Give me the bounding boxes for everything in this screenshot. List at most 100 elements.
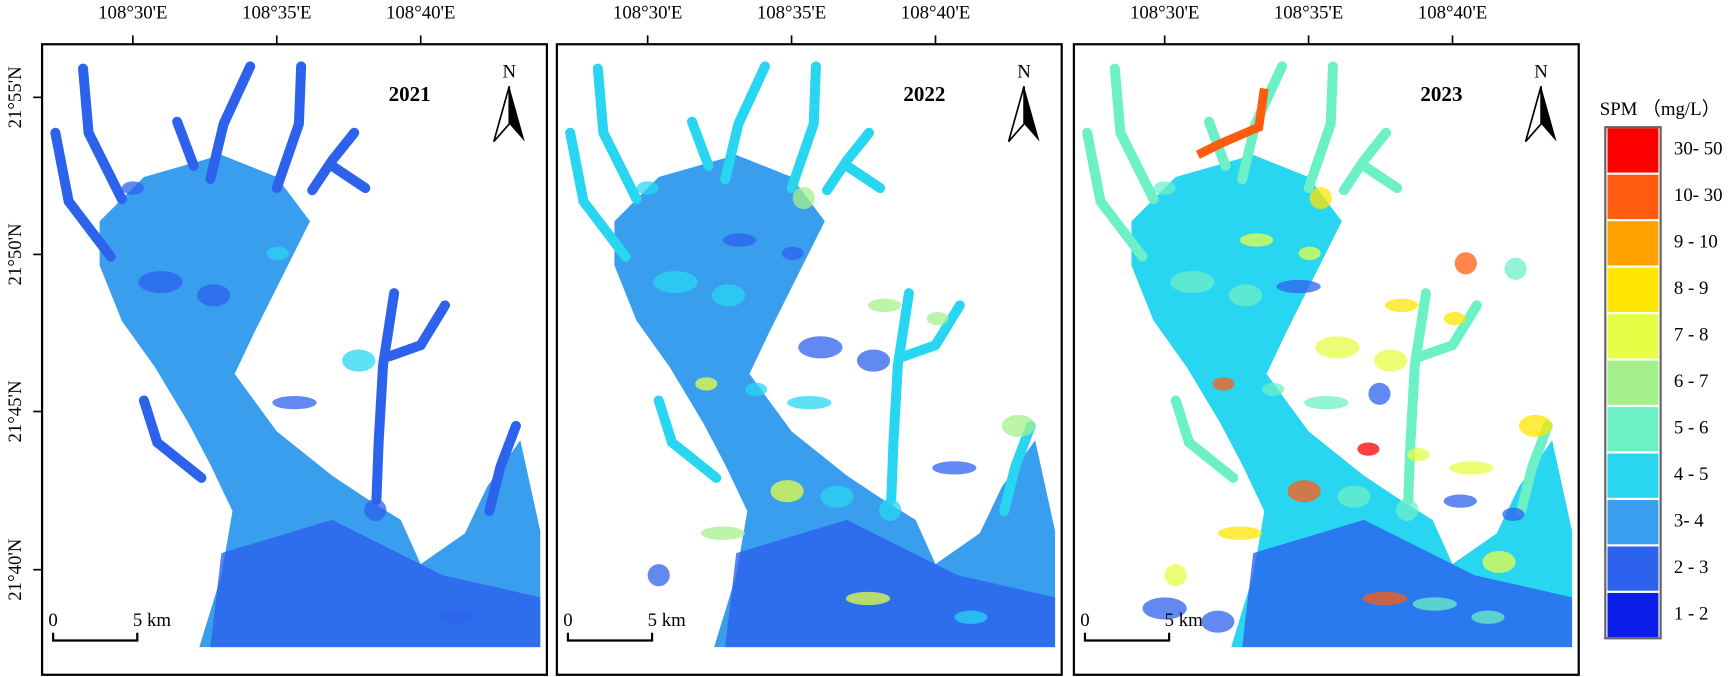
legend-frame [1604,126,1662,640]
legend-label: 4 - 5 [1674,464,1708,485]
legend-label: 30- 50 [1674,139,1723,160]
spm-patch [745,382,768,397]
legend-label: 6 - 7 [1674,371,1708,392]
lat-label: 21°45'N [5,380,26,442]
spm-patch [856,349,891,372]
river [565,127,631,262]
spm-patch [1449,461,1494,475]
river [371,288,400,505]
spm-patch [1001,414,1036,437]
spm-patch [932,461,977,475]
river [384,300,451,362]
legend-swatch [1607,174,1659,220]
spm-patch [787,396,832,410]
spm-patch [1412,597,1457,611]
lat-label: 21°50'N [5,223,26,285]
legend-swatch [1607,546,1659,591]
north-arrow [1024,86,1040,142]
river [720,61,770,185]
spm-patch [1471,610,1505,624]
spm-patch [700,526,746,540]
spm-patch [798,336,843,359]
spm-patch [1443,494,1477,508]
spm-patch [647,564,670,587]
spm-patch [272,396,317,410]
river [1516,420,1553,517]
north-label: N [502,61,516,82]
river [1403,288,1431,505]
spm-patch [1396,498,1419,522]
spm-patch [711,284,746,307]
spm-patch [1384,298,1419,312]
map-panel: 108°30'E 108°35'E 108°40'E 2023 N 0 5 km [1072,3,1580,676]
river [592,63,642,205]
scale-end: 5 km [648,610,687,631]
spm-patch [1276,279,1321,294]
spm-patch [1518,414,1553,437]
spm-patch [695,377,718,391]
lon-label: 108°35'E [1274,3,1343,24]
legend-swatch [1607,500,1659,545]
spm-patch [266,246,289,260]
scale-bar [52,632,139,642]
river [899,300,965,362]
legend-swatch [1607,221,1659,266]
estuary-water [1131,154,1573,648]
scale-start: 0 [563,610,572,631]
spm-patch [820,485,854,508]
lon-label: 108°35'E [242,3,311,24]
legend-label: 3- 4 [1674,510,1704,531]
lon-label: 108°40'E [386,3,455,24]
lon-label: 108°30'E [1130,3,1199,24]
map-panel: 108°30'E 108°35'E 108°40'E 2022 N 0 5 km [555,3,1063,676]
spm-patch [1502,507,1525,522]
river [271,61,307,194]
spm-patch [845,591,891,606]
spm-patch [1309,186,1332,210]
spm-patch [439,610,473,624]
north-arrow [509,86,525,142]
spm-patch [1373,349,1408,372]
scale-bar [566,632,654,642]
legend-swatch [1607,407,1659,452]
estuary-water [99,154,541,648]
spm-patch [121,181,144,195]
river [841,160,886,194]
spm-patch [1262,382,1285,397]
spm-patch [879,498,902,522]
north-label: N [1017,61,1031,82]
river [786,61,821,194]
year-label: 2023 [1420,82,1462,106]
spm-patch [1239,233,1274,247]
spm-patch [1482,550,1516,574]
spm-patch [781,246,804,260]
legend-title: SPM （mg/L） [1600,98,1721,120]
river [999,420,1036,517]
river [822,127,875,196]
spm-patch [722,233,757,247]
legend-swatch [1607,267,1659,312]
spm-patch [653,271,698,294]
spm-patch [1443,311,1466,326]
scale-bar [1083,632,1171,642]
river [1339,127,1392,196]
spm-patch [636,181,659,195]
river [50,127,116,262]
river [1109,63,1159,205]
legend-label: 2 - 3 [1674,557,1708,578]
river [327,160,371,194]
spm-patch [1454,252,1477,275]
lon-label: 108°30'E [98,3,167,24]
river [1358,160,1403,194]
year-label: 2022 [903,82,945,106]
legend-label: 1 - 2 [1674,603,1708,624]
legend-swatch [1607,592,1659,638]
scale-end: 5 km [1165,610,1204,631]
spm-patch [926,311,949,326]
spm-patch [1504,257,1527,280]
spm-patch [1164,564,1187,587]
legend-label: 5 - 6 [1674,418,1708,439]
river [172,116,199,171]
spm-patch [1287,480,1321,503]
